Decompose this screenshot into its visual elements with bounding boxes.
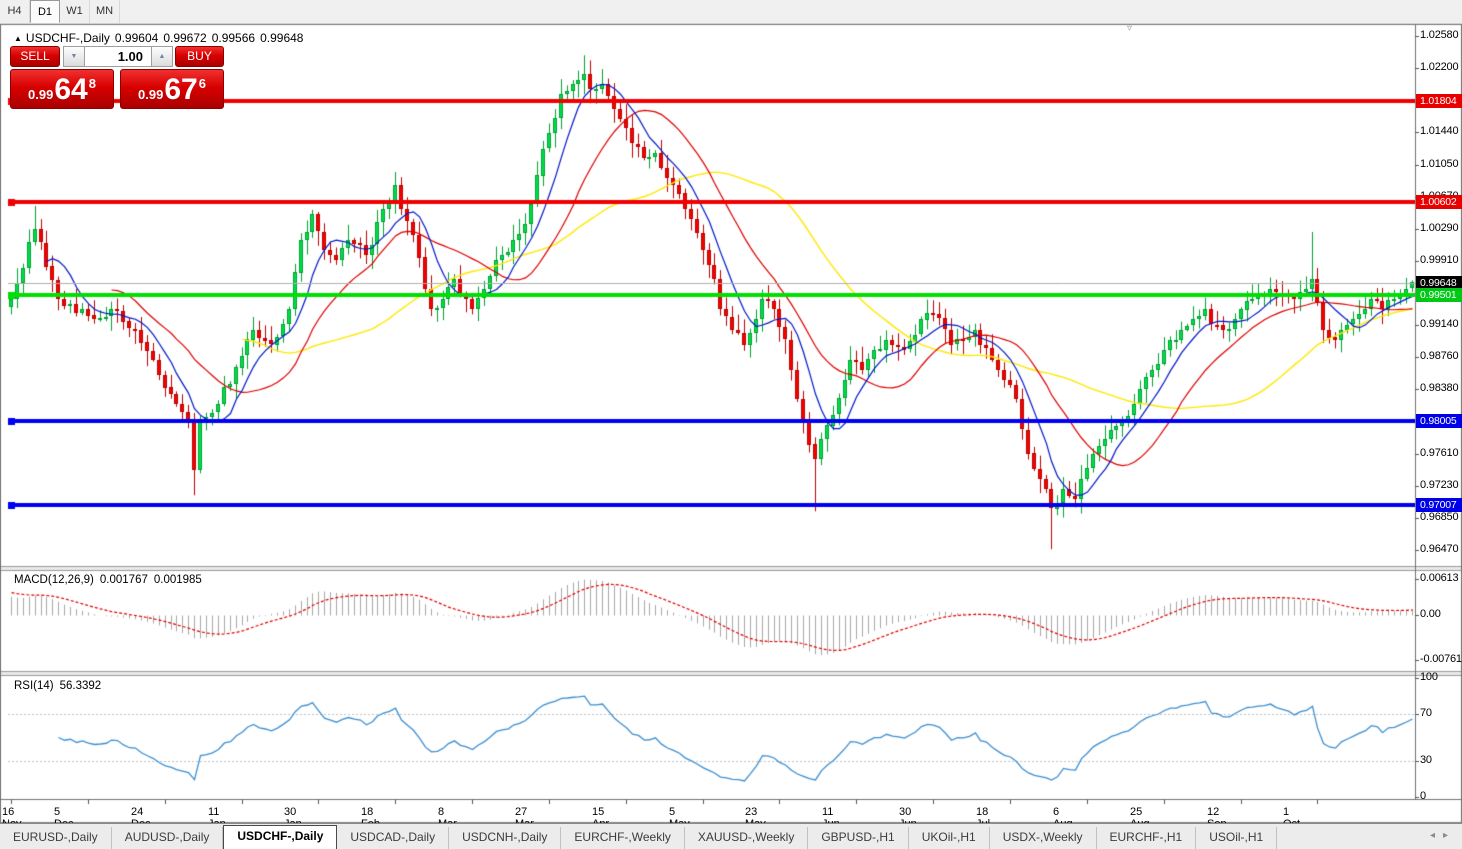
price-axis-tick: 1.02580 [1420,29,1459,41]
macd-value-1: 0.001767 [99,574,148,586]
sell-price-big: 64 [54,73,88,106]
rsi-axis-tick: 100 [1420,671,1438,683]
chart-tab-usdx[interactable]: USDX-,Weekly [990,827,1097,849]
buy-price-pip: 6 [198,76,206,91]
price-badge-0.99501: 0.99501 [1416,288,1462,302]
tab-scroll-arrows[interactable]: ◂▸ [1430,830,1456,841]
price-axis-tick: 0.97230 [1420,479,1459,491]
rsi-axis-tick: 70 [1420,707,1432,719]
price-axis-tick: 0.96470 [1420,543,1459,555]
symbol-name: USDCHF-,Daily [25,31,110,45]
chart-tab-ukoil[interactable]: UKOil-,H1 [909,827,990,849]
timeframe-button-mn[interactable]: MN [90,0,120,23]
chart-tab-xauusd[interactable]: XAUUSD-,Weekly [685,827,809,849]
chart-tab-eurusd[interactable]: EURUSD-,Daily [0,827,112,849]
chart-tab-usdcad[interactable]: USDCAD-,Daily [337,827,450,849]
chart-tab-usdchf[interactable]: USDCHF-,Daily [223,825,338,849]
price-axis-tick: 1.01440 [1420,125,1459,137]
buy-price-big: 67 [164,73,198,106]
buy-price-prefix: 0.99 [138,87,164,102]
price-axis-tick: 1.00290 [1420,222,1459,234]
volume-input[interactable]: 1.00 [85,46,151,67]
sell-price-pip: 8 [88,76,96,91]
ohlc-low: 0.99566 [211,31,256,45]
price-axis-tick: 1.01050 [1420,158,1459,170]
rsi-indicator-label: RSI(14) 56.3392 [14,680,107,692]
timeframe-button-h4[interactable]: H4 [0,0,30,23]
price-axis-tick: 0.99910 [1420,254,1459,266]
volume-increase-button[interactable]: ▲ [151,46,173,67]
ohlc-high: 0.99672 [163,31,207,45]
chart-tab-gbpusd[interactable]: GBPUSD-,H1 [808,827,909,849]
timeframe-button-w1[interactable]: W1 [60,0,90,23]
ohlc-open: 0.99604 [114,31,159,45]
price-badge-1.01804: 1.01804 [1416,94,1462,108]
rsi-value: 56.3392 [59,680,102,692]
volume-stepper: ▼ 1.00 ▲ [63,46,173,67]
sell-price-panel[interactable]: 0.99 64 8 [10,69,114,109]
buy-button[interactable]: BUY [175,46,224,67]
price-badge-0.98005: 0.98005 [1416,414,1462,428]
macd-name: MACD(12,26,9) [14,574,94,586]
chart-tab-eurchf[interactable]: EURCHF-,H1 [1097,827,1197,849]
price-axis-tick: 0.99140 [1420,318,1459,330]
price-badge-0.99648: 0.99648 [1416,276,1462,290]
chart-tab-usoil[interactable]: USOil-,H1 [1196,827,1278,849]
price-badge-0.97007: 0.97007 [1416,498,1462,512]
tab-scroll-left-icon[interactable]: ◂ [1429,830,1443,841]
price-axis-tick: 0.98760 [1420,350,1459,362]
rsi-axis-tick: 0 [1420,790,1426,802]
timeframe-toolbar: H4 D1 W1 MN [0,0,1462,24]
price-axis-tick: 1.02200 [1420,61,1459,73]
buy-price-panel[interactable]: 0.99 67 6 [120,69,224,109]
rsi-name: RSI(14) [14,680,54,692]
sell-button[interactable]: SELL [10,46,60,67]
price-badge-1.00602: 1.00602 [1416,195,1462,209]
chart-tabs-bar: EURUSD-,Daily AUDUSD-,Daily USDCHF-,Daily U… [0,823,1462,849]
macd-axis-tick: 0.00613 [1420,572,1459,584]
one-click-trading-widget: SELL ▼ 1.00 ▲ BUY 0.99 64 8 0.99 67 6 [10,46,224,109]
sell-price-prefix: 0.99 [28,87,54,102]
volume-decrease-button[interactable]: ▼ [63,46,85,67]
symbol-ohlc-line: ▲ USDCHF-,Daily 0.99604 0.99672 0.99566 0.996… [14,31,308,45]
price-axis-tick: 0.96850 [1420,511,1459,523]
chart-shift-marker-icon[interactable]: ▿ [1127,23,1133,34]
chart-tab-eurchf[interactable]: EURCHF-,Weekly [561,827,685,849]
macd-value-2: 0.001985 [153,574,202,586]
ohlc-close: 0.99648 [260,31,304,45]
macd-axis-tick: -0.00761 [1420,653,1462,665]
macd-indicator-label: MACD(12,26,9) 0.001767 0.001985 [14,574,208,586]
price-axis-tick: 0.97610 [1420,447,1459,459]
tab-scroll-right-icon[interactable]: ▸ [1442,830,1456,841]
expand-arrow-icon[interactable]: ▲ [14,34,22,43]
timeframe-button-d1[interactable]: D1 [30,0,60,23]
chart-tab-usdcnh[interactable]: USDCNH-,Daily [449,827,562,849]
macd-axis-tick: 0.00 [1420,608,1441,620]
rsi-axis-tick: 30 [1420,754,1432,766]
chart-tab-audusd[interactable]: AUDUSD-,Daily [112,827,224,849]
price-axis-tick: 0.98380 [1420,382,1459,394]
